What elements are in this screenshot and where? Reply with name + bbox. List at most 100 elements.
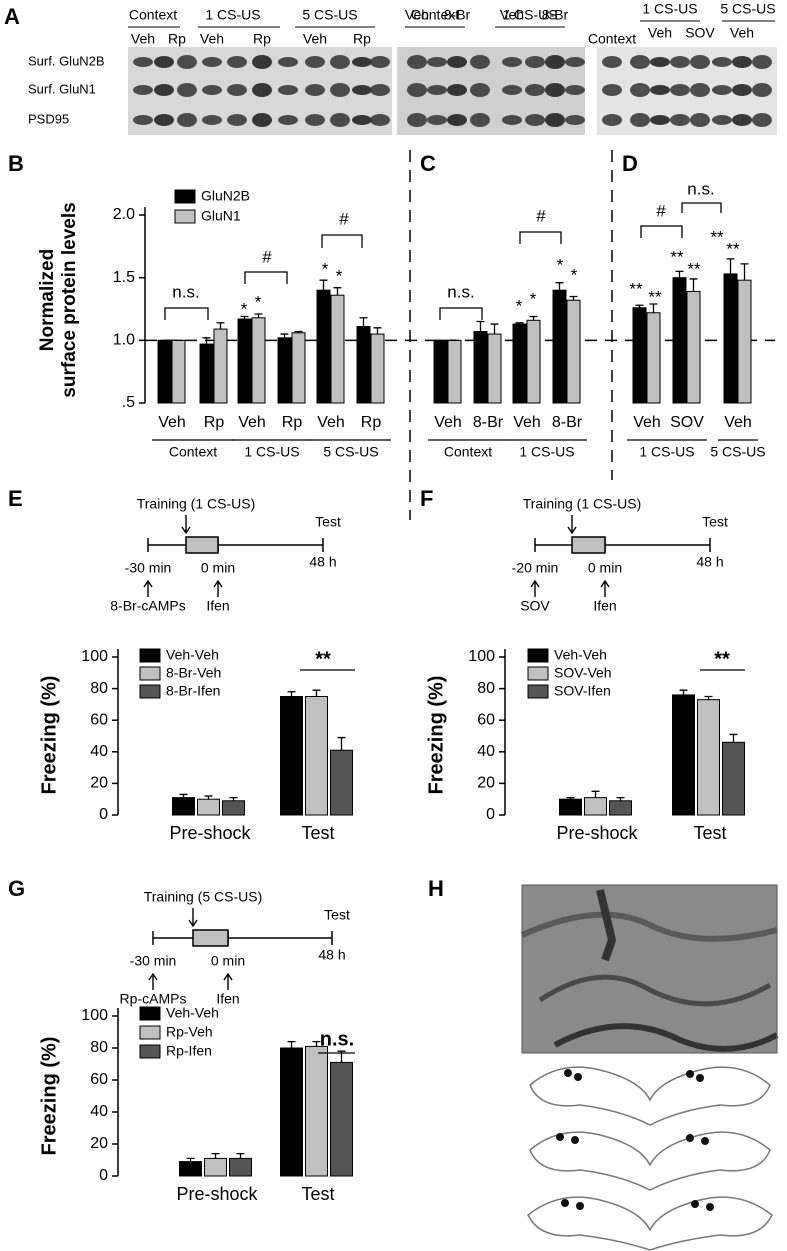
blot-group-label: Context — [411, 7, 459, 23]
arrow — [530, 579, 540, 597]
y-tick-label: 20 — [477, 775, 495, 792]
time-label: 0 min — [211, 953, 245, 969]
blot-band — [447, 56, 467, 68]
blot-band — [650, 57, 670, 67]
test-label: Test — [315, 514, 341, 530]
bar — [157, 339, 172, 404]
blot-band — [252, 113, 272, 127]
time-label: -30 min — [130, 953, 177, 969]
blot-band — [565, 85, 585, 95]
arrow — [188, 908, 198, 928]
legend-label: GluN1 — [201, 208, 241, 224]
bar — [330, 294, 345, 404]
training-box — [185, 536, 219, 554]
blot-lane-label: Rp — [168, 31, 186, 47]
bar — [316, 289, 331, 404]
panel-label: F — [420, 486, 433, 511]
blot-band — [352, 85, 372, 95]
blot-band — [202, 115, 222, 125]
blot-band — [670, 56, 690, 68]
blot-band — [154, 56, 174, 68]
drug-label: Rp-cAMPs — [120, 991, 187, 1007]
legend-swatch — [139, 1006, 161, 1021]
bar — [237, 318, 252, 404]
error-bar — [616, 796, 625, 801]
x-tick-label: Veh — [317, 414, 345, 431]
blot-lane-label: 8-Br — [444, 7, 471, 23]
bar — [559, 798, 582, 816]
brain-schematics — [527, 1066, 773, 1251]
bar — [251, 317, 266, 404]
blot-row-label: PSD95 — [28, 111, 69, 126]
blot-band — [670, 114, 690, 126]
bar — [566, 299, 581, 404]
error-bar — [287, 1040, 296, 1048]
x-tick-label: Pre-shock — [169, 823, 251, 843]
bar — [723, 273, 738, 404]
annotation: * — [322, 259, 329, 278]
error-bar — [280, 333, 289, 338]
error-bar — [359, 317, 368, 327]
blot-band — [407, 55, 427, 69]
blot-lane-label: Rp — [353, 31, 371, 47]
blot-band — [712, 115, 732, 125]
drug-label: Ifen — [593, 598, 616, 614]
error-bar — [236, 1152, 245, 1159]
bar — [686, 290, 701, 404]
blot-band — [154, 114, 174, 126]
bar — [433, 339, 448, 404]
bar — [280, 1047, 303, 1177]
blot-band — [202, 85, 222, 95]
x-tick-label: Veh — [158, 414, 186, 431]
blot-band — [565, 57, 585, 67]
blot-band — [427, 57, 447, 67]
group-label: Context — [444, 444, 492, 460]
blot-band — [565, 115, 585, 125]
bar — [447, 339, 462, 404]
blot-band — [752, 113, 772, 127]
blot-band — [502, 85, 522, 95]
legend-swatch — [527, 684, 549, 699]
blot-band — [525, 56, 545, 68]
annotation: ** — [687, 259, 701, 278]
blot-band — [502, 57, 522, 67]
error-bar — [566, 796, 575, 800]
bar — [672, 277, 687, 404]
blot-band — [370, 56, 390, 68]
bar — [526, 319, 541, 404]
annotation: n.s. — [172, 282, 199, 301]
annotation: # — [656, 201, 666, 220]
error-bar — [211, 1152, 220, 1159]
blot-band — [278, 85, 298, 95]
error-bar — [229, 796, 238, 801]
blot-band — [154, 84, 174, 96]
legend-label: 8-Br-Veh — [166, 665, 221, 681]
bar — [487, 333, 502, 404]
drug-label: 8-Br-cAMPs — [110, 598, 185, 614]
blot-band — [427, 85, 447, 95]
error-bar — [476, 320, 485, 332]
error-bar — [204, 795, 213, 800]
blot-band — [732, 84, 752, 96]
bar — [473, 331, 488, 404]
training-label: Training (1 CS-US) — [137, 496, 256, 512]
blot-band — [370, 84, 390, 96]
blot-lane-label: Veh — [730, 25, 754, 41]
y-tick-label: 80 — [90, 1039, 108, 1056]
time-label: 48 h — [318, 947, 345, 963]
blot-band — [545, 83, 565, 97]
x-tick-label: Test — [693, 823, 726, 843]
blot-band — [305, 84, 325, 96]
blot-band — [545, 113, 565, 127]
x-tick-label: Veh — [513, 414, 541, 431]
y-tick-label: 100 — [81, 648, 108, 665]
blot-band — [133, 85, 153, 95]
legend-swatch — [527, 666, 549, 681]
annotation: n.s. — [320, 1028, 354, 1050]
bar — [552, 289, 567, 404]
bar — [172, 797, 195, 816]
annotation: ** — [670, 247, 684, 266]
annotation: # — [262, 247, 272, 266]
bar — [737, 279, 752, 404]
